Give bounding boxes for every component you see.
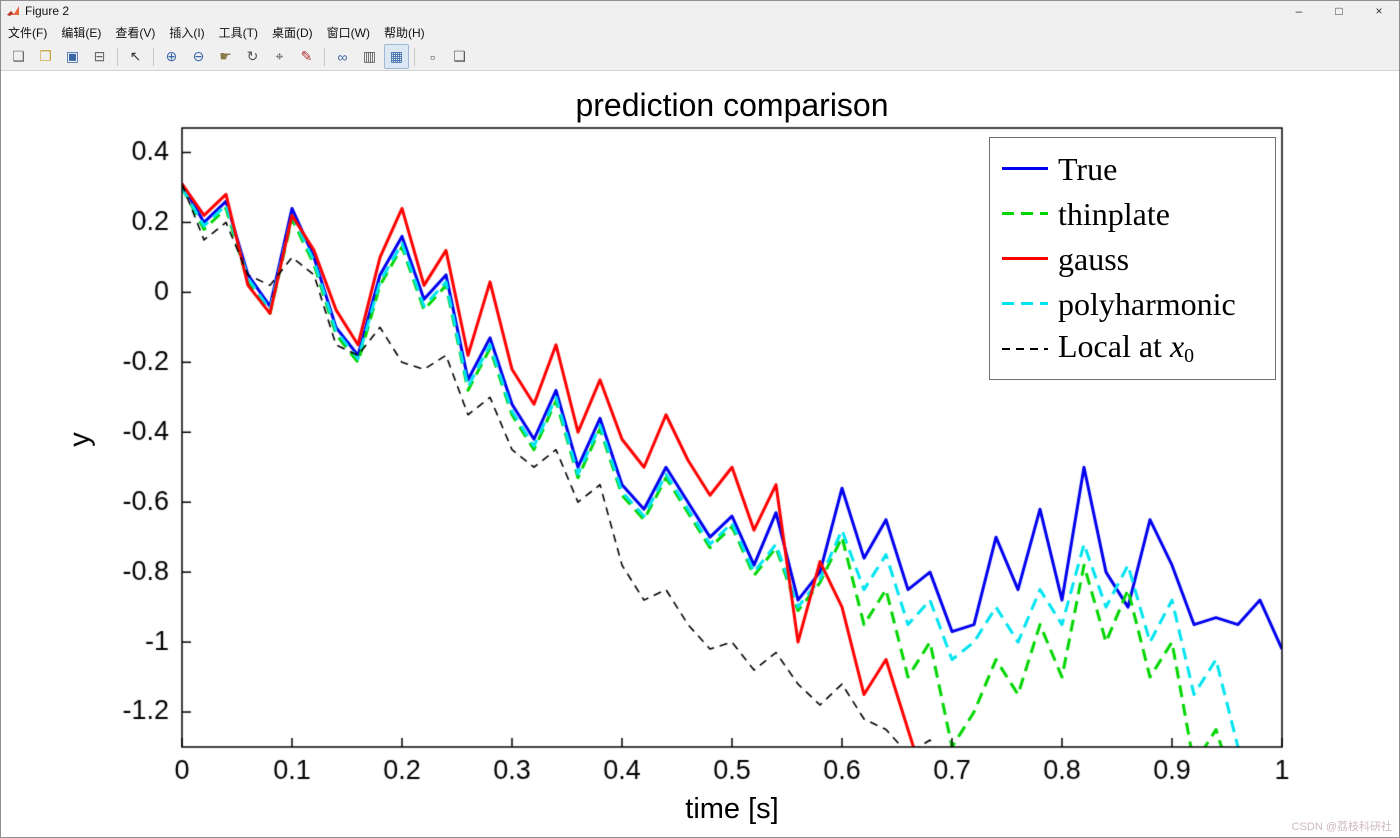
matlab-logo-icon [6,4,20,18]
print-figure-icon[interactable]: ⊟ [93,48,106,64]
pan-icon[interactable]: ☛ [219,48,232,64]
legend-item-local: Local at x0 [1002,326,1269,371]
maximize-button[interactable]: □ [1335,4,1343,18]
title-bar: Figure 2 – □ × [1,1,1399,21]
open-file-icon[interactable]: ❒ [39,48,52,64]
insert-legend-icon[interactable]: ▦ [384,44,409,69]
menu-view[interactable]: 查看(V) [115,25,156,40]
legend-item-thinplate: thinplate [1002,191,1269,236]
chart-title: prediction comparison [575,87,889,123]
legend-label: thinplate [1058,195,1170,232]
menu-insert[interactable]: 插入(I) [169,25,205,40]
legend-sample-2 [1002,257,1048,260]
x-axis-label: time [s] [685,793,779,825]
watermark: CSDN @荔枝科研社 [1291,821,1392,833]
toolbar-separator [324,47,325,66]
legend-label: gauss [1058,240,1130,277]
legend-item-gauss: gauss [1002,236,1269,281]
window-title: Figure 2 [25,4,70,18]
legend-label: Local at x0 [1058,328,1195,368]
legend-subscript: 0 [1184,345,1195,368]
data-cursor-icon[interactable]: ⌖ [275,48,284,64]
toolbar-separator [414,47,415,66]
legend-item-polyharmonic: polyharmonic [1002,281,1269,326]
zoom-out-icon[interactable]: ⊖ [192,48,205,64]
legend-sample-0 [1002,167,1048,170]
menu-window[interactable]: 窗口(W) [326,25,370,40]
close-button[interactable]: × [1375,4,1383,18]
figure-area: prediction comparison time [s] y True th… [1,71,1399,837]
toolbar-separator [153,47,154,66]
y-axis-label: y [63,432,96,447]
legend-label: True [1058,150,1118,187]
link-plot-icon[interactable]: ∞ [337,48,348,65]
menu-tools[interactable]: 工具(T) [218,25,258,40]
menu-desktop[interactable]: 桌面(D) [271,25,313,40]
insert-colorbar-icon[interactable]: ▥ [362,48,377,64]
edit-cursor-icon[interactable]: ↖ [129,48,142,64]
legend-sample-1 [1002,212,1048,215]
legend-box[interactable]: True thinplate gauss polyharmonic Local … [989,137,1276,380]
rotate-3d-icon[interactable]: ↻ [246,48,259,64]
legend-variable: x [1169,328,1185,365]
new-figure-icon[interactable]: ❏ [12,48,25,64]
show-plot-tools-icon[interactable]: ❑ [453,48,466,64]
menu-help[interactable]: 帮助(H) [383,25,425,40]
tool-bar: ❏ ❒ ▣ ⊟ ↖ ⊕ ⊖ ☛ ↻ ⌖ ✎ ∞ ▥ ▦ ▫ ❑ [1,43,1399,71]
brush-icon[interactable]: ✎ [300,48,313,64]
legend-sample-4 [1002,347,1048,350]
legend-item-true: True [1002,146,1269,191]
menu-edit[interactable]: 编辑(E) [61,25,102,40]
menu-bar: 文件(F) 编辑(E) 查看(V) 插入(I) 工具(T) 桌面(D) 窗口(W) 帮助(H) [1,21,1399,43]
menu-file[interactable]: 文件(F) [8,25,48,40]
save-figure-icon[interactable]: ▣ [65,48,80,64]
minimize-button[interactable]: – [1295,4,1303,18]
legend-label: polyharmonic [1058,285,1236,322]
zoom-in-icon[interactable]: ⊕ [165,48,178,64]
toolbar-separator [117,47,118,66]
hide-plot-tools-icon[interactable]: ▫ [430,48,435,65]
legend-sample-3 [1002,302,1048,305]
